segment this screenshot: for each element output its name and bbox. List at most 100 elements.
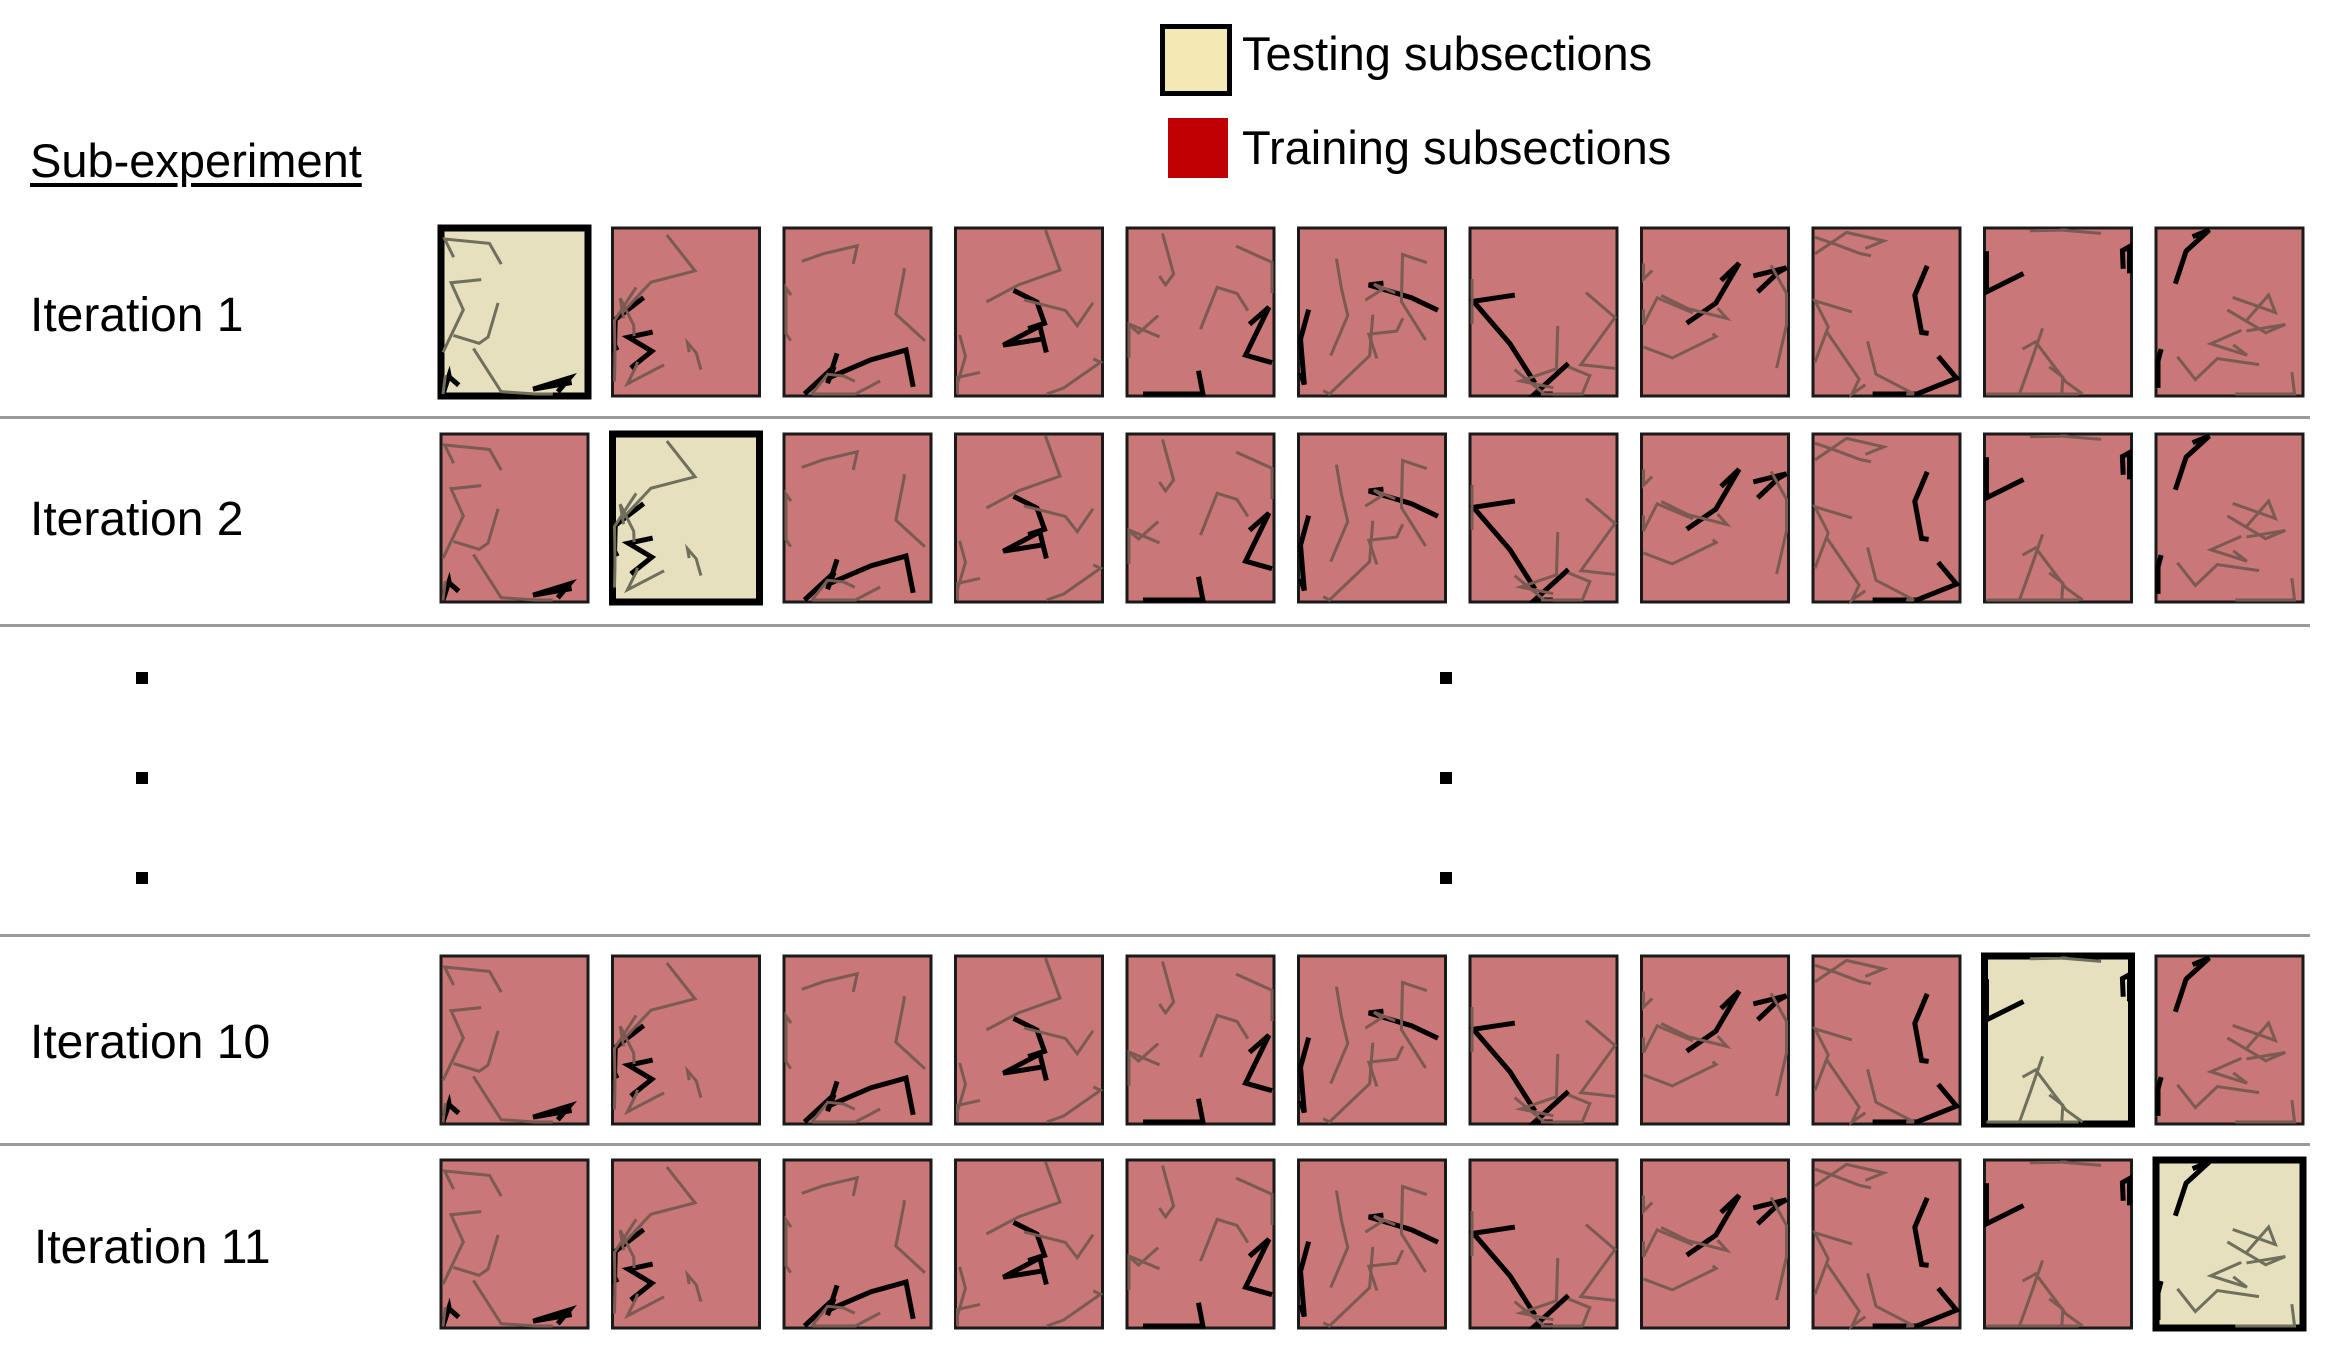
terrain-line [1660, 500, 1732, 528]
tile-background [1297, 1158, 1447, 1330]
training-subsection-tile [1468, 954, 1619, 1126]
row-divider [0, 934, 2310, 937]
training-subsection-tile [782, 226, 933, 398]
training-subsection-tile [2154, 432, 2305, 604]
terrain-line [810, 372, 856, 395]
terrain-line [441, 1103, 447, 1123]
terrain-line [442, 443, 503, 471]
terrain-line [1023, 1230, 1095, 1261]
terrain-line [801, 971, 860, 993]
training-subsection-tile [2154, 226, 2305, 398]
terrain-line [1866, 340, 1915, 396]
terrain-line [812, 585, 881, 602]
terrain-line [1769, 470, 1788, 575]
terrain-line [621, 234, 698, 313]
terrain-line [2206, 328, 2248, 357]
terrain-line [612, 286, 638, 382]
terrain-line [1642, 1264, 1719, 1292]
terrain-line [2235, 578, 2297, 602]
terrain-line [1514, 325, 1560, 390]
terrain-line [1825, 1263, 1867, 1331]
terrain-line [685, 1269, 703, 1302]
training-subsection-tile [439, 432, 590, 604]
terrain-line [624, 1293, 665, 1320]
tile-background [611, 954, 761, 1126]
road-line [827, 1074, 916, 1116]
road-line [1002, 1254, 1049, 1286]
testing-subsection-tile [2152, 1156, 2307, 1332]
terrain-line [2029, 1160, 2102, 1167]
road-line [2119, 970, 2132, 1002]
road-line [827, 346, 916, 388]
terrain-line [1825, 537, 1867, 605]
terrain-line [1127, 321, 1161, 357]
terrain-line [612, 492, 638, 588]
road-line [2172, 227, 2211, 285]
terrain-line [685, 337, 703, 370]
terrain-line [1814, 958, 1889, 984]
road-line [827, 552, 916, 594]
tile-background [611, 226, 761, 398]
terrain-line [801, 1175, 860, 1197]
road-line [1142, 576, 1206, 603]
terrain-line [2235, 1100, 2297, 1124]
tile-background [954, 954, 1104, 1126]
terrain-line [1814, 963, 1872, 986]
terrain-line [1199, 285, 1250, 330]
terrain-line [441, 581, 447, 601]
terrain-line [1642, 263, 1654, 283]
training-subsection-tile [1811, 954, 1962, 1127]
road-line [1242, 1033, 1273, 1094]
training-subsection-tile [1297, 226, 1447, 398]
road-line [1752, 1197, 1788, 1226]
terrain-line [1046, 1085, 1104, 1124]
terrain-line [1578, 497, 1618, 576]
terrain-line [1642, 1023, 1694, 1054]
terrain-line [1642, 991, 1654, 1011]
road-line [1912, 470, 1930, 542]
road-line [532, 1100, 577, 1122]
terrain-line [784, 283, 793, 342]
ellipsis-dot [136, 872, 148, 884]
terrain-line [894, 1199, 926, 1274]
terrain-line [1866, 1068, 1915, 1124]
road-line [1468, 1020, 1538, 1113]
terrain-line [1364, 1010, 1396, 1030]
terrain-line [1366, 1249, 1405, 1291]
terrain-line [441, 484, 482, 559]
terrain-line [784, 1215, 793, 1274]
road-line [2155, 554, 2164, 594]
tile-background [1811, 226, 1962, 398]
terrain-line [612, 1218, 638, 1314]
terrain-line [1540, 1297, 1592, 1328]
road-line [1912, 1196, 1930, 1268]
row-divider [0, 416, 2310, 419]
terrain-line [2206, 1056, 2248, 1085]
terrain-line [2176, 355, 2260, 382]
testing-swatch [1160, 24, 1232, 96]
terrain-line [2206, 534, 2248, 563]
road-line [1912, 264, 1930, 336]
tile-background [609, 430, 763, 606]
terrain-line [2226, 1240, 2286, 1267]
terrain-line [442, 237, 503, 265]
road-line [1297, 514, 1312, 592]
terrain-line [1127, 1253, 1161, 1289]
terrain-line [1642, 332, 1719, 360]
road-line [440, 365, 461, 395]
terrain-line [1399, 458, 1428, 547]
terrain-line [1127, 1049, 1161, 1085]
terrain-line [1399, 252, 1428, 341]
terrain-line [624, 1089, 665, 1116]
road-line [2155, 1076, 2164, 1116]
tile-background [439, 1158, 590, 1330]
terrain-line [1199, 491, 1250, 536]
tile-background [1811, 954, 1962, 1126]
training-subsection-tile [1468, 1158, 1619, 1330]
terrain-line [472, 1075, 553, 1124]
road-line [1297, 1036, 1312, 1114]
terrain-line [2232, 292, 2278, 322]
testing-subsection-tile [1981, 952, 2135, 1128]
road-line [1872, 1286, 1961, 1329]
